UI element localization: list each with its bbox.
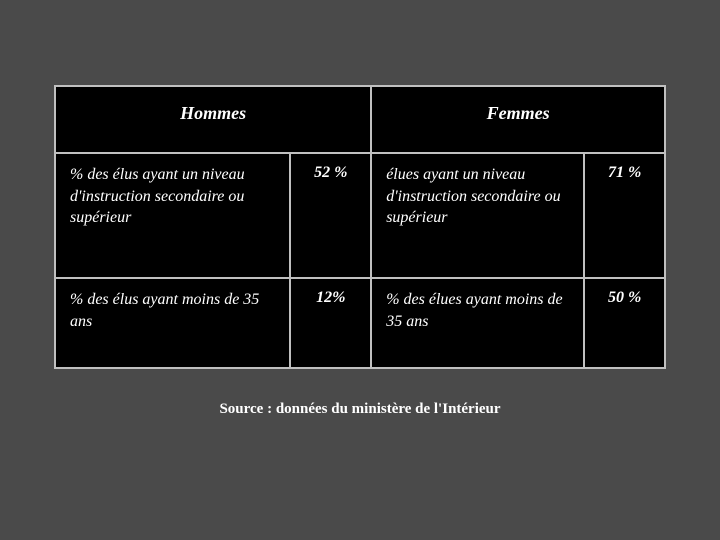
cell-label-femmes: élues ayant un niveau d'instruction seco… [371,153,584,278]
table-row: % des élus ayant un niveau d'instruction… [55,153,665,278]
cell-label-femmes: % des élues ayant moins de 35 ans [371,278,584,368]
header-hommes: Hommes [55,86,371,153]
source-text: Source : données du ministère de l'Intér… [219,401,500,418]
cell-value-femmes: 50 % [584,278,665,368]
cell-label-hommes: % des élus ayant moins de 35 ans [55,278,290,368]
table-row: % des élus ayant moins de 35 ans 12% % d… [55,278,665,368]
cell-value-hommes: 12% [290,278,371,368]
table-header-row: Hommes Femmes [55,86,665,153]
cell-value-hommes: 52 % [290,153,371,278]
header-femmes: Femmes [371,86,665,153]
cell-value-femmes: 71 % [584,153,665,278]
cell-label-hommes: % des élus ayant un niveau d'instruction… [55,153,290,278]
comparison-table: Hommes Femmes % des élus ayant un niveau… [54,85,666,369]
